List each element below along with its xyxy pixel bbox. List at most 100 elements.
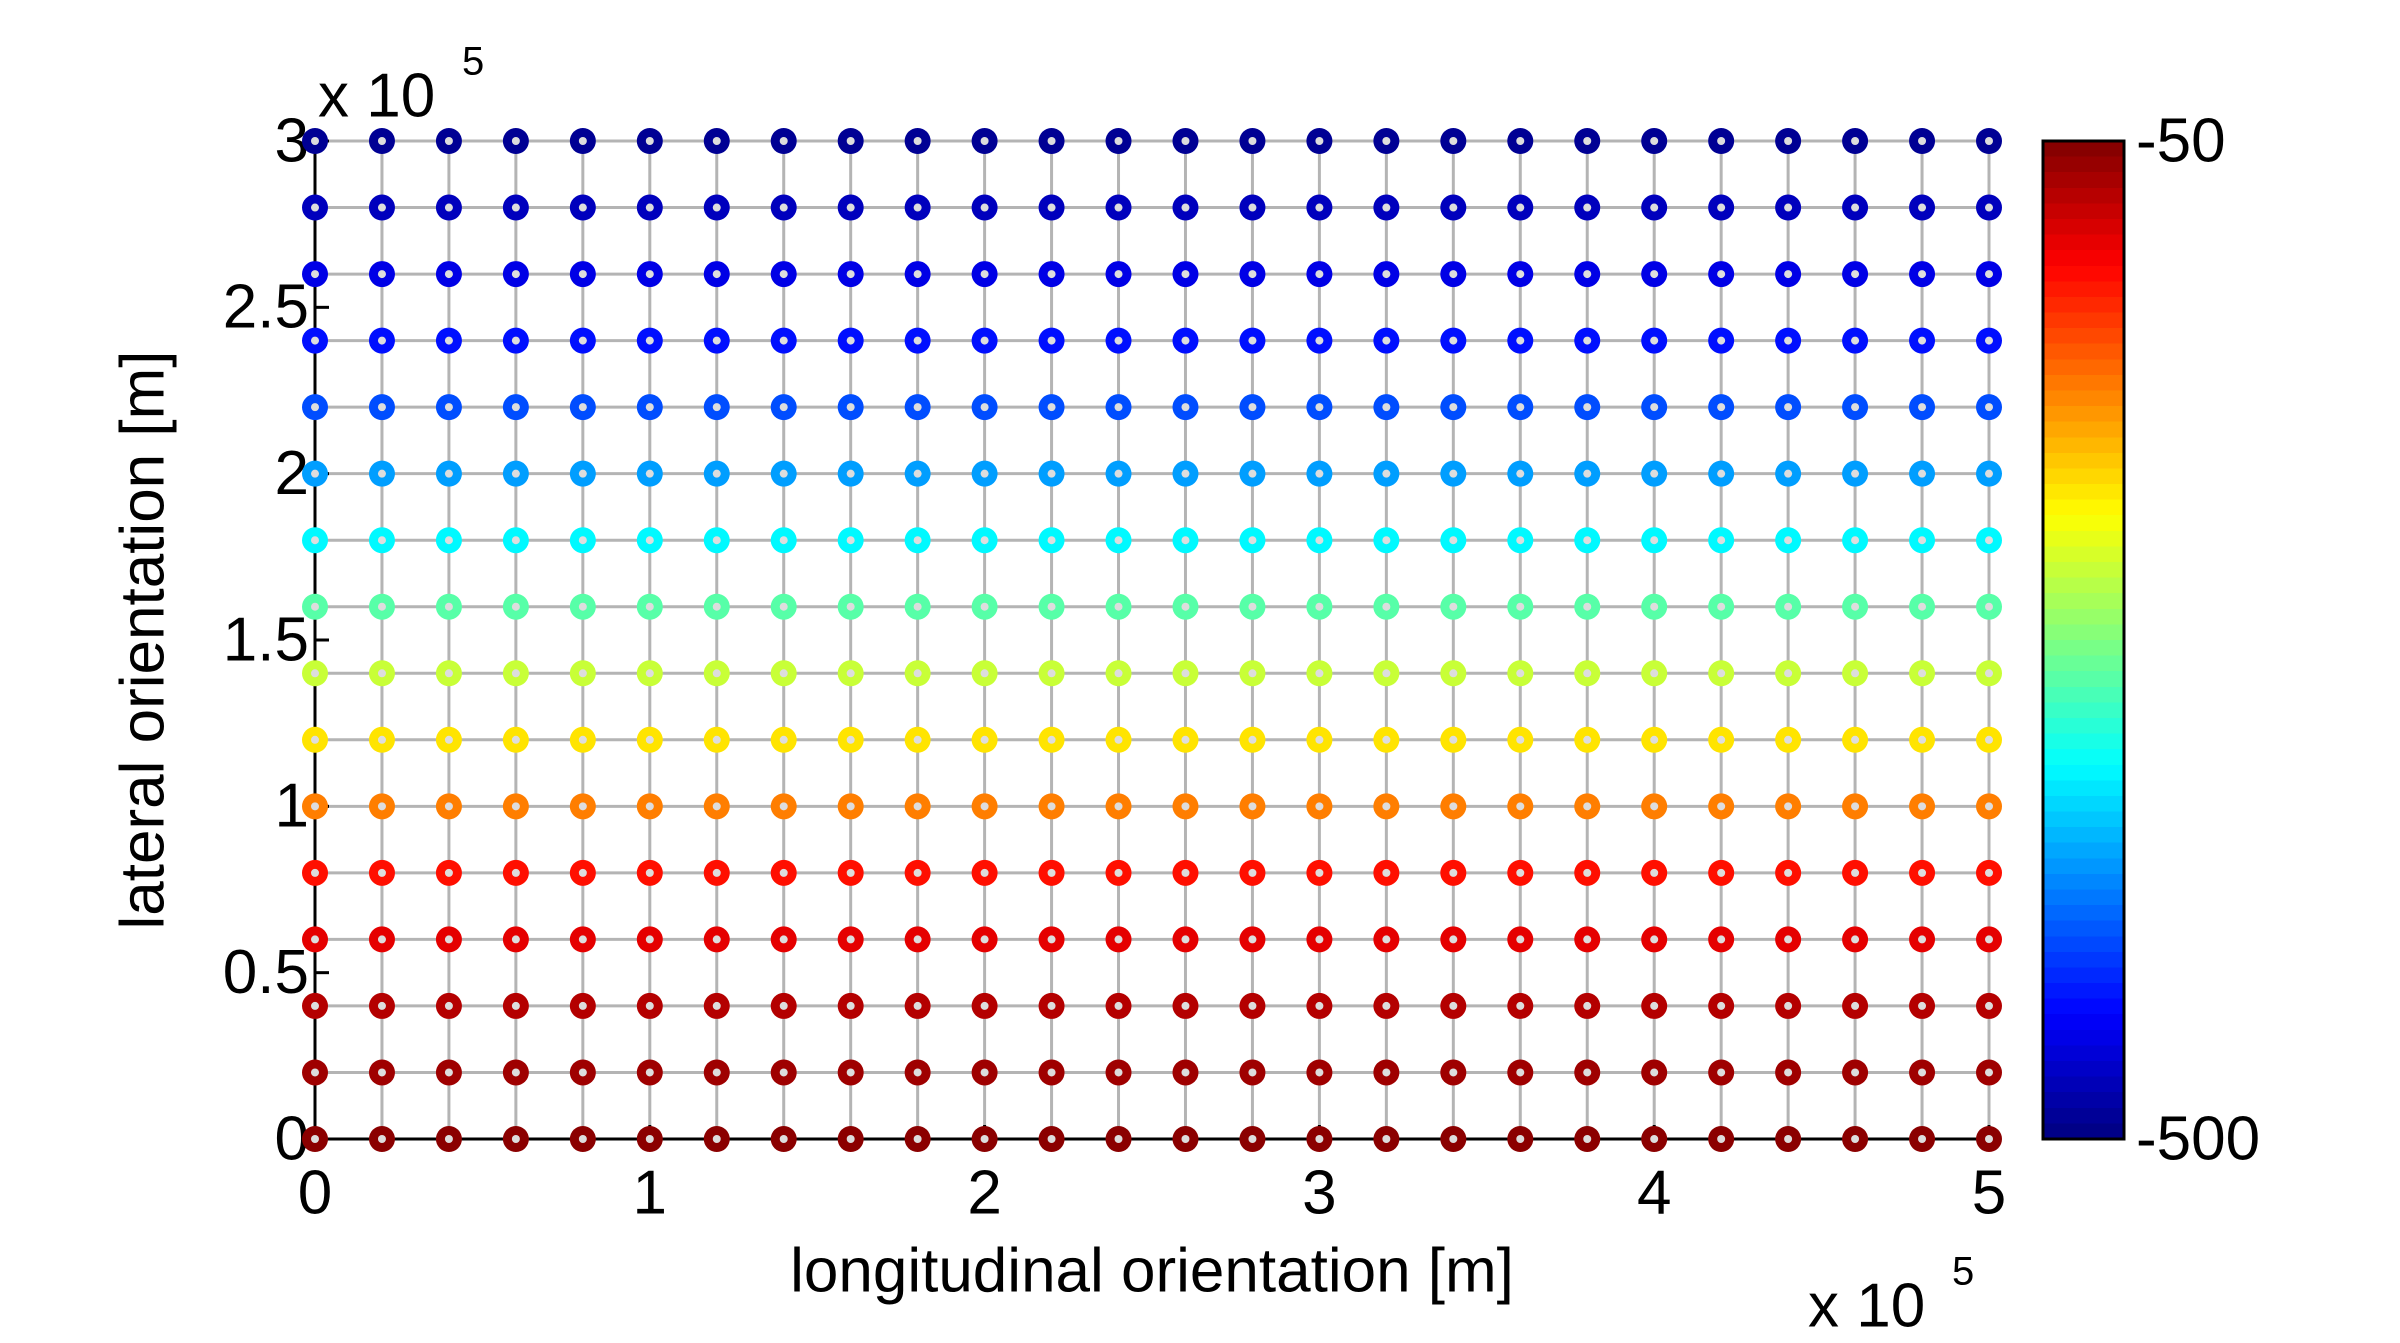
point-center bbox=[1114, 270, 1123, 279]
point-center bbox=[913, 336, 922, 345]
point-center bbox=[1382, 1068, 1391, 1077]
point-center bbox=[1784, 1135, 1793, 1143]
point-center bbox=[1181, 1068, 1190, 1077]
y-tick-label: 1.5 bbox=[223, 605, 309, 674]
point-center bbox=[645, 403, 654, 412]
point-center bbox=[1248, 536, 1257, 545]
point-center bbox=[1315, 868, 1324, 877]
point-center bbox=[712, 735, 721, 744]
point-center bbox=[1650, 669, 1659, 678]
point-center bbox=[1516, 735, 1525, 744]
point-center bbox=[578, 336, 587, 345]
point-center bbox=[1315, 735, 1324, 744]
point-center bbox=[712, 935, 721, 944]
point-center bbox=[578, 935, 587, 944]
point-center bbox=[1114, 203, 1123, 212]
point-center bbox=[1717, 735, 1726, 744]
point-center bbox=[1248, 602, 1257, 611]
point-center bbox=[1918, 1135, 1927, 1143]
point-center bbox=[980, 802, 989, 811]
y-axis-label: lateral orientation [m] bbox=[108, 351, 177, 930]
point-center bbox=[980, 203, 989, 212]
point-center bbox=[1918, 735, 1927, 744]
point-center bbox=[1918, 669, 1927, 678]
point-center bbox=[779, 1001, 788, 1010]
point-center bbox=[645, 336, 654, 345]
point-center bbox=[913, 270, 922, 279]
colorbar-tick-label: -500 bbox=[2136, 1104, 2260, 1173]
point-center bbox=[1583, 669, 1592, 678]
x-multiplier: x 10 bbox=[1808, 1271, 1925, 1340]
point-center bbox=[645, 935, 654, 944]
point-center bbox=[1583, 602, 1592, 611]
point-center bbox=[1382, 735, 1391, 744]
point-center bbox=[377, 602, 386, 611]
x-tick-label: 0 bbox=[298, 1158, 332, 1227]
point-center bbox=[1114, 1068, 1123, 1077]
point-center bbox=[1985, 868, 1993, 877]
point-center bbox=[913, 469, 922, 478]
x-tick-label: 1 bbox=[633, 1158, 667, 1227]
point-center bbox=[1181, 868, 1190, 877]
point-center bbox=[712, 1068, 721, 1077]
point-center bbox=[511, 602, 520, 611]
point-center bbox=[1650, 336, 1659, 345]
point-center bbox=[1449, 868, 1458, 877]
point-center bbox=[1784, 403, 1793, 412]
point-center bbox=[1315, 403, 1324, 412]
point-center bbox=[1114, 1135, 1123, 1143]
point-center bbox=[511, 868, 520, 877]
point-center bbox=[1918, 802, 1927, 811]
point-center bbox=[377, 270, 386, 279]
point-center bbox=[444, 403, 453, 412]
point-center bbox=[1248, 270, 1257, 279]
point-center bbox=[1784, 1001, 1793, 1010]
point-center bbox=[1985, 802, 1993, 811]
point-center bbox=[712, 203, 721, 212]
point-center bbox=[1047, 1068, 1056, 1077]
point-center bbox=[1851, 802, 1860, 811]
point-center bbox=[1449, 1068, 1458, 1077]
point-center bbox=[712, 403, 721, 412]
point-center bbox=[511, 935, 520, 944]
point-center bbox=[1985, 935, 1993, 944]
point-center bbox=[1382, 602, 1391, 611]
point-center bbox=[311, 536, 319, 545]
point-center bbox=[1717, 536, 1726, 545]
point-center bbox=[779, 137, 788, 145]
point-center bbox=[779, 669, 788, 678]
point-center bbox=[913, 403, 922, 412]
point-center bbox=[1851, 336, 1860, 345]
point-center bbox=[1851, 1135, 1860, 1143]
point-center bbox=[1985, 203, 1993, 212]
point-center bbox=[377, 137, 386, 145]
point-center bbox=[645, 735, 654, 744]
point-center bbox=[1784, 469, 1793, 478]
point-center bbox=[1181, 602, 1190, 611]
point-center bbox=[980, 1135, 989, 1143]
point-center bbox=[1717, 1001, 1726, 1010]
point-center bbox=[846, 270, 855, 279]
point-center bbox=[980, 1001, 989, 1010]
x-tick-label: 3 bbox=[1302, 1158, 1336, 1227]
point-center bbox=[712, 536, 721, 545]
point-center bbox=[1047, 1135, 1056, 1143]
point-center bbox=[311, 1135, 319, 1143]
point-center bbox=[1851, 735, 1860, 744]
point-center bbox=[1650, 868, 1659, 877]
point-center bbox=[645, 1068, 654, 1077]
point-center bbox=[1114, 469, 1123, 478]
point-center bbox=[444, 336, 453, 345]
point-center bbox=[1114, 802, 1123, 811]
point-center bbox=[645, 868, 654, 877]
point-center bbox=[1918, 336, 1927, 345]
point-center bbox=[1918, 270, 1927, 279]
point-center bbox=[511, 137, 520, 145]
point-center bbox=[1516, 1135, 1525, 1143]
point-center bbox=[1851, 868, 1860, 877]
point-center bbox=[980, 270, 989, 279]
point-center bbox=[1449, 602, 1458, 611]
point-center bbox=[1047, 270, 1056, 279]
point-center bbox=[1248, 1068, 1257, 1077]
point-center bbox=[1583, 935, 1592, 944]
